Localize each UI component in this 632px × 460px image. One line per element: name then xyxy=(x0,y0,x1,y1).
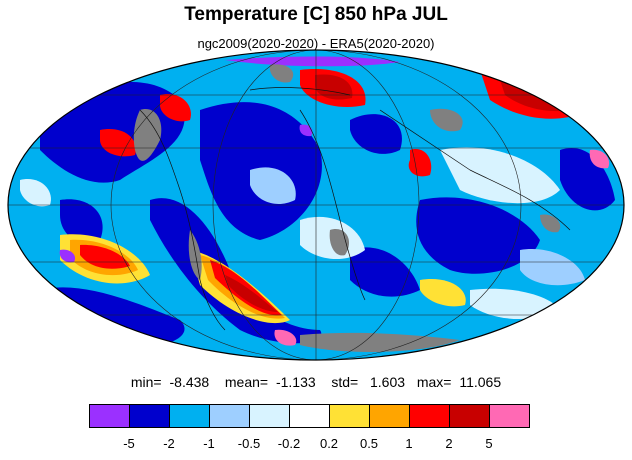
colorbar-tick-label: -2 xyxy=(163,436,175,451)
colorbar-tick-label: 5 xyxy=(485,436,493,451)
colorbar-swatch xyxy=(449,404,490,428)
map-subtitle: ngc2009(2020-2020) - ERA5(2020-2020) xyxy=(197,36,435,51)
std-label: std= xyxy=(331,374,359,390)
colorbar-swatch xyxy=(249,404,290,428)
colorbar xyxy=(89,404,530,428)
colorbar-swatch xyxy=(169,404,210,428)
colorbar-tick-label: -0.2 xyxy=(277,436,301,451)
statistics-line: min= -8.438 mean= -1.133 std= 1.603 max=… xyxy=(0,374,632,390)
colorbar-tick-label: -1 xyxy=(203,436,215,451)
colorbar-tick-label: 2 xyxy=(445,436,453,451)
colorbar-tick-label: 0.5 xyxy=(359,436,379,451)
colorbar-tick-label: -5 xyxy=(123,436,135,451)
map-title: Temperature [C] 850 hPa JUL xyxy=(184,4,448,25)
mean-value: -1.133 xyxy=(275,374,316,390)
colorbar-swatch xyxy=(89,404,130,428)
min-value: -8.438 xyxy=(169,374,210,390)
max-label: max= xyxy=(416,374,452,390)
colorbar-swatch xyxy=(489,404,530,428)
min-label: min= xyxy=(130,374,162,390)
colorbar-swatch xyxy=(129,404,170,428)
std-value: 1.603 xyxy=(369,374,406,390)
colorbar-tick-label: 0.2 xyxy=(319,436,339,451)
difference-map xyxy=(7,49,625,361)
colorbar-tick-label: -0.5 xyxy=(237,436,261,451)
max-value: 11.065 xyxy=(459,374,502,390)
colorbar-swatch xyxy=(289,404,330,428)
colorbar-tick-label: 1 xyxy=(405,436,413,451)
colorbar-swatch xyxy=(409,404,450,428)
colorbar-swatch xyxy=(369,404,410,428)
colorbar-swatch xyxy=(209,404,250,428)
mean-label: mean= xyxy=(224,374,269,390)
colorbar-swatch xyxy=(329,404,370,428)
colorbar-ticks: -5 -2 -1 -0.5 -0.2 0.2 0.5 1 2 5 xyxy=(0,436,632,454)
